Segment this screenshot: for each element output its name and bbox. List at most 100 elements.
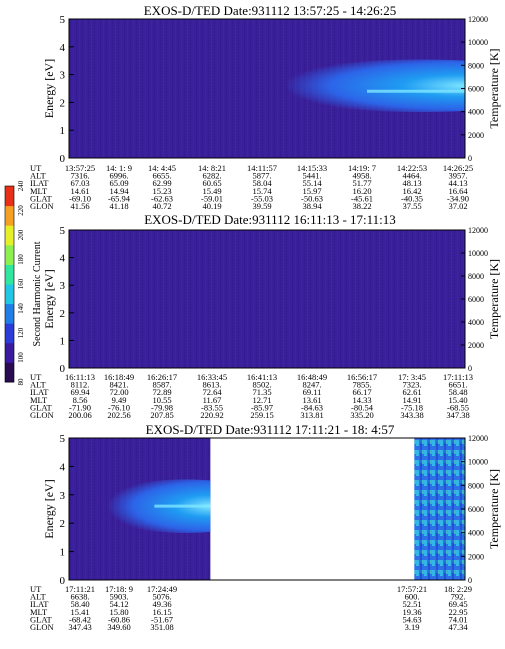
row-value: 7323. xyxy=(402,380,421,390)
row-value: 37.02 xyxy=(448,201,467,211)
y-tick-label: 2 xyxy=(60,97,66,109)
row-value: 313.81 xyxy=(300,410,323,420)
colorbar-tick-label: 80 xyxy=(17,378,25,386)
row-value: 72.64 xyxy=(202,387,222,397)
row-value: 12.71 xyxy=(252,395,271,405)
y-axis-label: Energy [eV] xyxy=(42,269,56,328)
row-value: 15.23 xyxy=(152,186,171,196)
row-value: 8421. xyxy=(109,380,128,390)
row-value: 49.36 xyxy=(152,599,171,609)
y-tick-label: 5 xyxy=(60,225,66,237)
row-value: 347.43 xyxy=(68,622,91,632)
y2-tick-label: 12000 xyxy=(468,15,488,24)
row-value: -75.18 xyxy=(401,402,423,412)
y2-tick-label: 0 xyxy=(468,576,472,585)
row-label-ilat: ILAT xyxy=(30,599,49,609)
y2-tick-label: 2000 xyxy=(468,552,484,561)
row-value: 3957. xyxy=(448,171,467,181)
y2-tick-label: 2000 xyxy=(468,341,484,350)
row-value: 6638. xyxy=(70,592,89,602)
row-value: 15.74 xyxy=(252,186,272,196)
y2-tick-label: 4000 xyxy=(468,529,484,538)
heatmap-span xyxy=(414,438,465,580)
row-value: 47.34 xyxy=(448,622,468,632)
y-axis-label: Energy [eV] xyxy=(42,59,56,118)
row-value: 792. xyxy=(451,592,466,602)
row-value: 15.40 xyxy=(448,395,467,405)
colorbar-segment xyxy=(5,323,14,344)
row-value: 17:18: 9 xyxy=(105,584,133,594)
chart-title: EXOS-D/TED Date:931112 16:11:13 - 17:11:… xyxy=(144,212,396,227)
row-value: -80.54 xyxy=(351,402,374,412)
row-value: 69.94 xyxy=(70,387,90,397)
row-value: -59.01 xyxy=(201,193,223,203)
row-value: 18: 2:29 xyxy=(444,584,472,594)
row-value: 8247. xyxy=(302,380,321,390)
row-value: 16:18:49 xyxy=(104,372,134,382)
colorbar-tick-label: 200 xyxy=(17,229,25,240)
row-value: 16:11:13 xyxy=(65,372,95,382)
row-value: 16:41:13 xyxy=(247,372,277,382)
row-value: 5903. xyxy=(109,592,128,602)
row-value: 14:11:57 xyxy=(247,163,277,173)
row-label-ilat: ILAT xyxy=(30,178,49,188)
y2-tick-label: 4000 xyxy=(468,318,484,327)
row-value: 15.80 xyxy=(109,607,128,617)
row-value: -34.90 xyxy=(447,193,469,203)
y2-tick-label: 8000 xyxy=(468,272,484,281)
row-value: 200.06 xyxy=(68,410,91,420)
row-value: 65.09 xyxy=(109,178,128,188)
row-value: 259.15 xyxy=(250,410,273,420)
y-tick-label: 5 xyxy=(60,433,66,445)
row-value: -68.42 xyxy=(69,614,91,624)
row-value: 7316. xyxy=(70,171,89,181)
row-label-glon: GLON xyxy=(30,622,54,632)
y-tick-label: 3 xyxy=(60,280,66,292)
row-value: 16.15 xyxy=(152,607,171,617)
colorbar: 80 100 120 140 160 180 200 220 240 Second Harmoni… xyxy=(4,180,43,386)
row-value: 66.17 xyxy=(352,387,371,397)
row-value: 14.33 xyxy=(352,395,371,405)
row-value: -76.10 xyxy=(108,402,130,412)
row-value: 38.22 xyxy=(352,201,371,211)
row-label-alt: ALT xyxy=(30,380,47,390)
y2-tick-label: 10000 xyxy=(468,38,488,47)
y-tick-label: 4 xyxy=(60,42,66,54)
colorbar-segment xyxy=(5,244,14,265)
row-value: 14: 8:21 xyxy=(198,163,226,173)
row-value: 52.51 xyxy=(402,599,421,609)
row-value: 14.94 xyxy=(109,186,129,196)
row-label-mlt: MLT xyxy=(30,186,48,196)
row-value: 16:56:17 xyxy=(347,372,377,382)
row-value: 8112. xyxy=(71,380,90,390)
row-value: 8.56 xyxy=(73,395,88,405)
row-label-glat: GLAT xyxy=(30,193,53,203)
row-value: -50.63 xyxy=(301,193,323,203)
row-value: 16.42 xyxy=(402,186,421,196)
row-value: 62.61 xyxy=(402,387,421,397)
row-value: 71.35 xyxy=(252,387,271,397)
row-value: 60.65 xyxy=(202,178,221,188)
row-value: 40.19 xyxy=(202,201,221,211)
row-value: -45.61 xyxy=(351,193,373,203)
row-value: 13.61 xyxy=(302,395,321,405)
colorbar-tick-label: 100 xyxy=(17,352,25,363)
row-value: 220.92 xyxy=(200,410,223,420)
y2-tick-label: 0 xyxy=(468,364,472,373)
row-value: 58.40 xyxy=(70,599,89,609)
row-value: 347.38 xyxy=(446,410,469,420)
y2-tick-label: 6000 xyxy=(468,505,484,514)
row-value: 349.60 xyxy=(107,622,130,632)
y-tick-label: 5 xyxy=(60,14,66,26)
colorbar-segment xyxy=(5,205,14,226)
row-value: 55.14 xyxy=(302,178,322,188)
row-value: 16:33:45 xyxy=(197,372,227,382)
row-value: 40.72 xyxy=(152,201,171,211)
row-value: 58.04 xyxy=(252,178,272,188)
row-value: 6651. xyxy=(448,380,467,390)
row-value: 13:57:25 xyxy=(65,163,95,173)
y-tick-label: 1 xyxy=(60,547,66,559)
row-value: 6996. xyxy=(109,171,128,181)
row-value: -79.98 xyxy=(151,402,173,412)
